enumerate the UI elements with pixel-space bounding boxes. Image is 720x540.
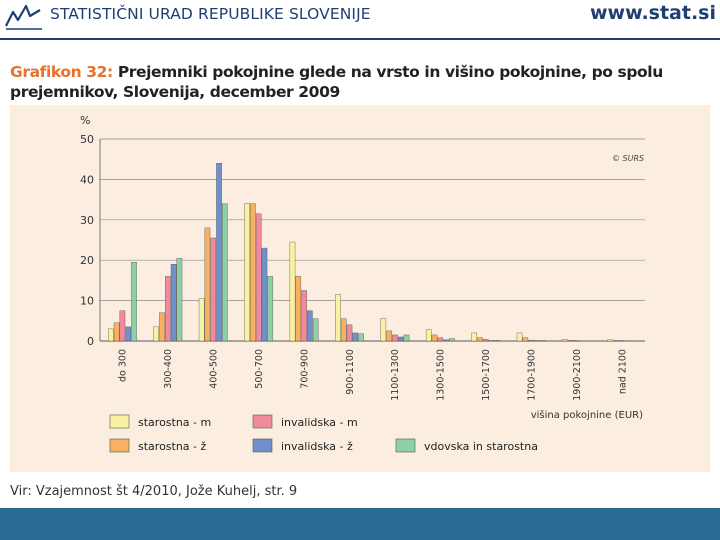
- y-tick-label: 30: [80, 214, 94, 227]
- bar: [392, 334, 398, 342]
- legend-label: invalidska - m: [281, 416, 358, 429]
- bar: [210, 237, 217, 342]
- bar: [170, 264, 177, 342]
- bar: [340, 318, 347, 342]
- bar: [607, 339, 614, 342]
- x-tick-label: 900-1100: [345, 349, 356, 395]
- bar: [494, 339, 501, 342]
- legend-swatch: [109, 438, 130, 453]
- legend-label: invalidska - ž: [281, 440, 353, 453]
- bar: [346, 324, 353, 342]
- bar: [216, 163, 222, 342]
- website-url[interactable]: www.stat.si: [590, 2, 716, 24]
- bar: [431, 334, 438, 342]
- y-tick-label: 20: [80, 254, 94, 267]
- bar: [437, 337, 444, 342]
- legend-label: vdovska in starostna: [424, 440, 538, 453]
- x-axis-label: višina pokojnine (EUR): [531, 409, 643, 421]
- legend-swatch: [252, 414, 273, 429]
- organization-name: STATISTIČNI URAD REPUBLIKE SLOVENIJE: [50, 5, 371, 23]
- bar: [289, 241, 296, 342]
- bar: [522, 337, 529, 342]
- x-tick-label: 500-700: [254, 349, 265, 389]
- bar: [358, 333, 364, 342]
- legend-label: starostna - ž: [138, 440, 207, 453]
- bar: [222, 203, 228, 342]
- bar: [165, 276, 171, 342]
- bar: [312, 318, 319, 342]
- legend-label: starostna - m: [138, 416, 211, 429]
- bar: [250, 203, 256, 342]
- legend-swatch: [252, 438, 273, 453]
- bar: [528, 339, 534, 342]
- y-tick-label: 10: [80, 295, 94, 308]
- legend-swatch: [109, 414, 130, 429]
- y-tick-label: 0: [87, 335, 94, 348]
- x-tick-label: 300-400: [163, 349, 174, 389]
- y-tick-label: 40: [80, 173, 94, 186]
- bar: [335, 294, 341, 342]
- copyright-label: © SURS: [612, 154, 644, 163]
- chart-title-text: Prejemniki pokojnine glede na vrsto in v…: [10, 63, 663, 101]
- chart-number: Grafikon 32:: [10, 63, 113, 81]
- source-note: Vir: Vzajemnost št 4/2010, Jože Kuhelj, …: [10, 484, 298, 499]
- bar: [301, 290, 307, 342]
- bar: [255, 213, 262, 342]
- bar: [244, 203, 250, 342]
- x-tick-label: 700-900: [299, 349, 310, 389]
- x-tick-label: 400-500: [209, 349, 220, 389]
- bar: [449, 338, 455, 342]
- x-tick-label: 1300-1500: [436, 349, 447, 401]
- bar: [482, 339, 489, 342]
- bar: [113, 322, 120, 342]
- bar: [295, 276, 302, 342]
- bar: [153, 326, 160, 342]
- surs-logo-icon: [5, 4, 42, 30]
- bar: [176, 257, 183, 342]
- x-tick-label: 1500-1700: [481, 349, 492, 401]
- bar: [397, 336, 404, 342]
- y-axis-label: %: [80, 114, 90, 127]
- chart-title: Grafikon 32: Prejemniki pokojnine glede …: [10, 62, 720, 102]
- header-divider: [0, 38, 720, 40]
- bar: [425, 329, 432, 342]
- bar: [477, 337, 483, 342]
- header: STATISTIČNI URAD REPUBLIKE SLOVENIJE www…: [0, 0, 720, 40]
- legend-swatch: [395, 438, 416, 453]
- bar-chart: 0 10 20 30 40 50% © SURS do 300 300-400 400-500 50…: [80, 114, 645, 453]
- x-tick-label: 1900-2100: [572, 349, 583, 401]
- bar: [380, 318, 387, 342]
- x-tick-label: 1700-1900: [526, 349, 537, 401]
- bar: [125, 326, 132, 342]
- bar: [403, 334, 410, 342]
- x-tick-label: 1100-1300: [390, 349, 401, 401]
- bar: [108, 328, 114, 342]
- bar: [261, 247, 268, 342]
- bar: [198, 298, 205, 342]
- bar: [567, 339, 574, 342]
- bar: [131, 262, 137, 342]
- bar: [119, 310, 126, 342]
- bar: [443, 339, 449, 342]
- bar: [204, 227, 211, 342]
- bar: [471, 332, 477, 342]
- bar: [159, 312, 165, 342]
- x-tick-label: do 300: [118, 349, 129, 382]
- y-tick-label: 50: [80, 133, 94, 146]
- bar: [516, 332, 523, 342]
- bar: [307, 310, 313, 342]
- bar: [352, 332, 359, 342]
- x-tick-label: nad 2100: [617, 349, 628, 394]
- bar: [267, 276, 274, 342]
- chart-panel: [10, 105, 710, 472]
- bar: [386, 330, 392, 342]
- bar: [562, 339, 568, 342]
- footer-band: [0, 508, 720, 540]
